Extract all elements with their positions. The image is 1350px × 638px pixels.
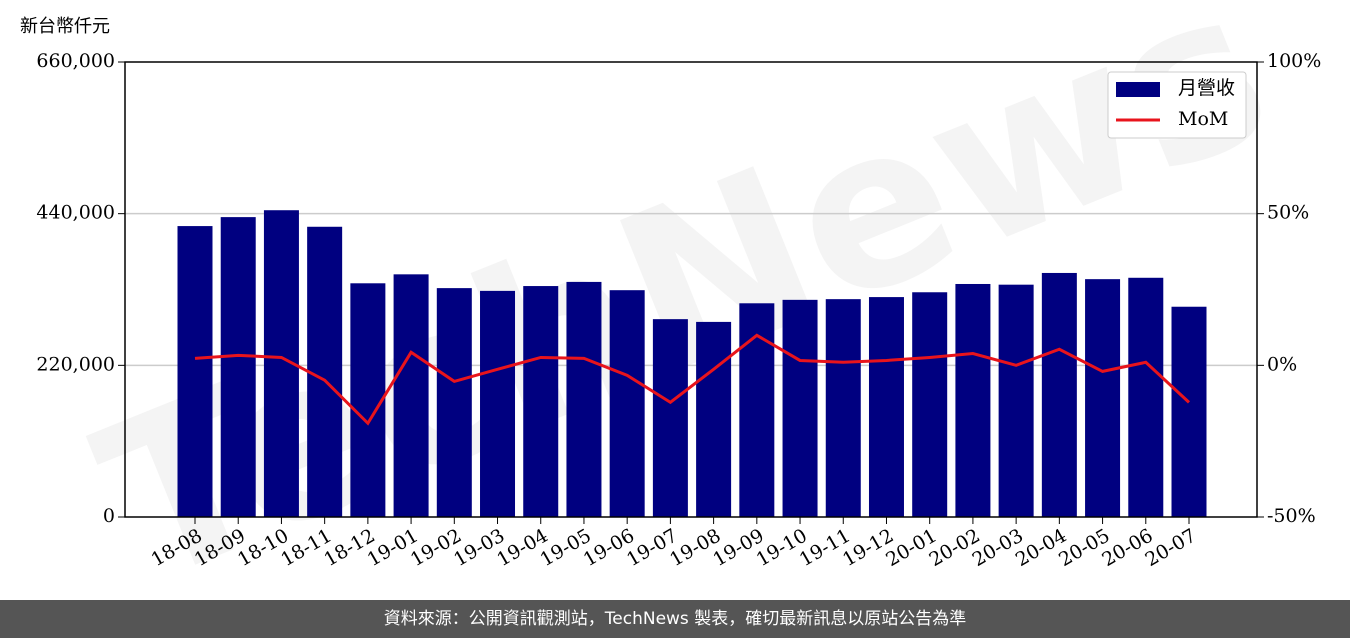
legend-swatch (1116, 82, 1160, 97)
bar (868, 297, 904, 517)
bar (566, 281, 602, 517)
plot-frame (124, 61, 1258, 518)
bar (912, 292, 948, 517)
bar (1128, 277, 1164, 517)
bar (307, 226, 343, 518)
legend-label: 月營收 (1178, 77, 1235, 99)
y2-tick-label: 50% (1267, 202, 1309, 224)
y-tick-label: 440,000 (36, 202, 115, 224)
y-tick-label: 660,000 (36, 50, 115, 72)
bar (782, 299, 818, 517)
footer: 資料來源：公開資訊觀測站，TechNews 製表，確切最新訊息以原站公告為準 (0, 600, 1350, 638)
bar (350, 283, 386, 517)
y2-tick-label: -50% (1267, 505, 1316, 527)
bar (523, 286, 559, 517)
y2-tick-label: 0% (1267, 353, 1297, 375)
y2-tick-label: 100% (1267, 50, 1321, 72)
bar (652, 319, 688, 517)
chart: TechNews 新台幣仟元 0220,000440,000660,000-50… (20, 0, 1321, 600)
y-tick-label: 220,000 (36, 353, 115, 375)
line (194, 333, 1191, 426)
bar (1171, 306, 1207, 517)
bar (220, 217, 256, 517)
bar (1041, 272, 1077, 517)
bar (696, 321, 732, 517)
bar (609, 290, 645, 517)
y-axis-title: 新台幣仟元 (20, 16, 110, 37)
x-tick-label: 20-07 (1142, 525, 1200, 571)
bar (825, 299, 861, 517)
bar (393, 274, 429, 517)
bar (739, 303, 775, 517)
bar (955, 283, 991, 517)
bar (998, 284, 1034, 517)
bar (436, 288, 472, 517)
bar (177, 226, 213, 518)
y-tick-label: 0 (103, 505, 115, 527)
legend-label: MoM (1178, 108, 1228, 130)
bar (480, 290, 516, 517)
bar (1085, 279, 1121, 517)
